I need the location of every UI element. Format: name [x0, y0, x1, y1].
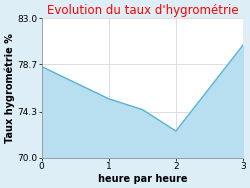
X-axis label: heure par heure: heure par heure	[98, 174, 187, 184]
Title: Evolution du taux d'hygrométrie: Evolution du taux d'hygrométrie	[46, 4, 238, 17]
Y-axis label: Taux hygrométrie %: Taux hygrométrie %	[4, 33, 15, 143]
